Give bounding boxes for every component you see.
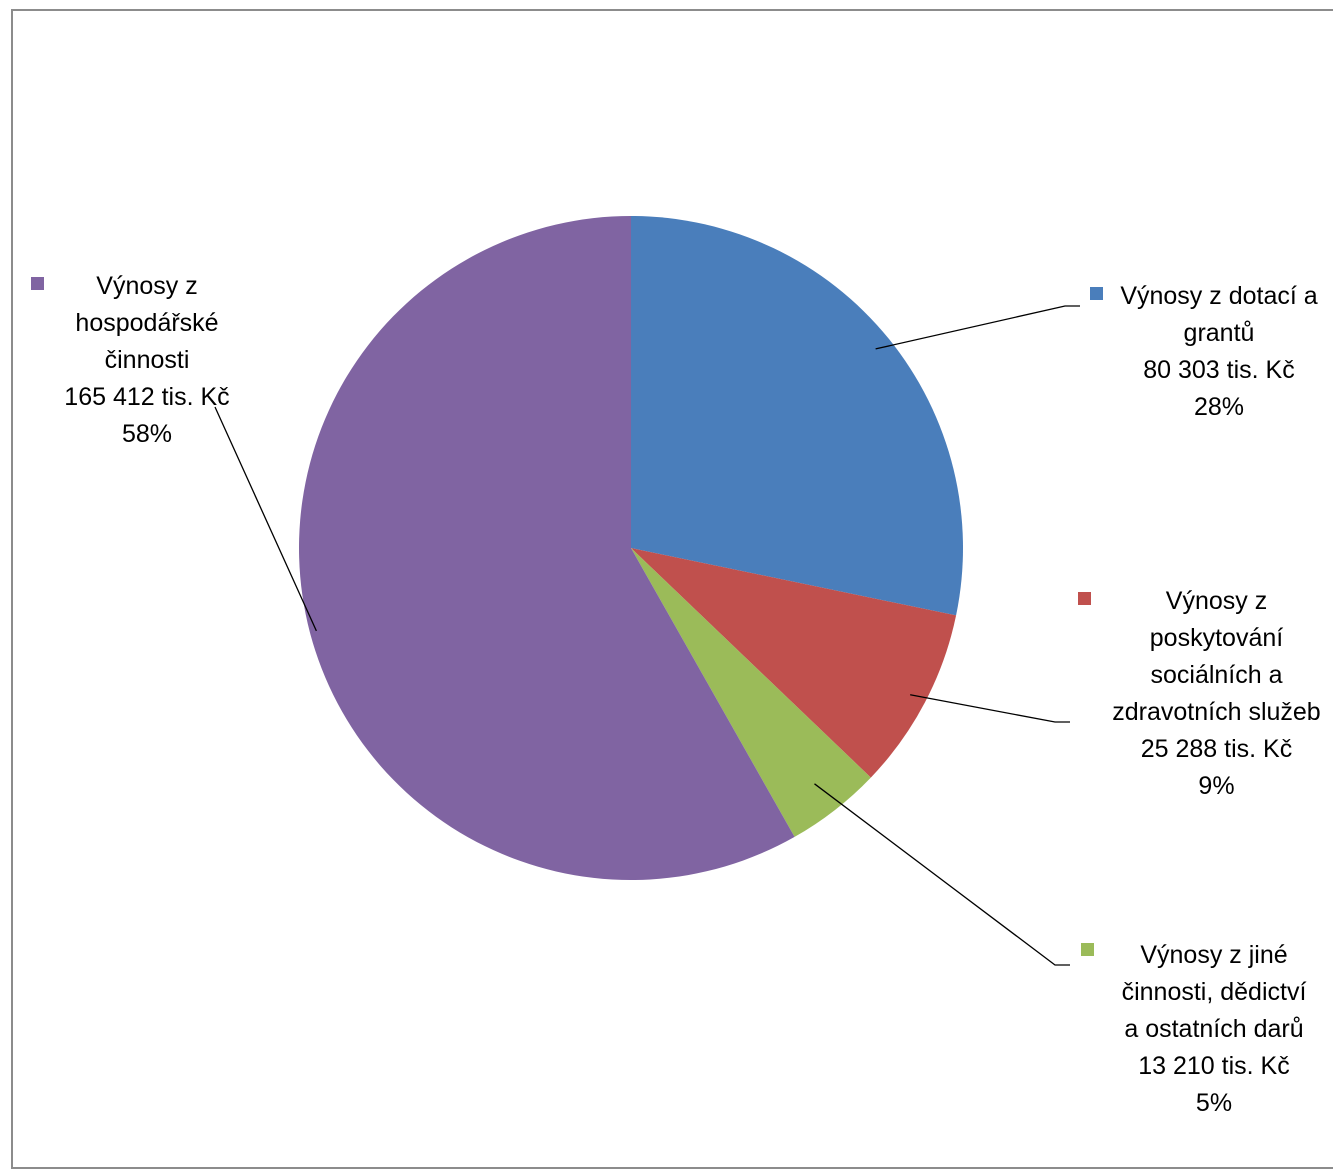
slice-label-sluzby: Výnosy z poskytování sociálních a zdravo… <box>1100 583 1333 805</box>
leader-line-sluzby <box>910 694 1070 723</box>
leader-line-hospodarska <box>214 406 317 632</box>
legend-swatch-hospodarska <box>31 277 44 290</box>
slice-label-hospodarska: Výnosy z hospodářské činnosti 165 412 ti… <box>52 268 242 453</box>
slice-value: 25 288 tis. Kč <box>1140 735 1293 763</box>
slice-label-line: Výnosy z dotací a <box>1120 282 1318 310</box>
slice-label-line: sociálních a <box>1150 661 1283 689</box>
slice-percent: 58% <box>121 420 173 448</box>
slice-value: 13 210 tis. Kč <box>1138 1052 1290 1080</box>
slice-label-dotace: Výnosy z dotací a grantů 80 303 tis. Kč … <box>1112 278 1326 426</box>
legend-swatch-dotace <box>1090 287 1103 300</box>
slice-percent: 5% <box>1195 1089 1233 1117</box>
slice-label-line: hospodářské <box>75 309 219 337</box>
slice-label-line: a ostatních darů <box>1124 1015 1304 1043</box>
slice-value: 165 412 tis. Kč <box>64 383 230 411</box>
slice-label-line: zdravotních služeb <box>1112 698 1321 726</box>
slice-label-line: poskytování <box>1149 624 1284 652</box>
pie-slice-sluzby <box>631 548 957 778</box>
slice-label-line: Výnosy z <box>1165 587 1268 615</box>
legend-swatch-sluzby <box>1078 592 1091 605</box>
slice-label-line: činnosti, dědictví <box>1121 978 1307 1006</box>
leader-line-dotace <box>875 305 1080 350</box>
leader-line-jine <box>814 783 1070 966</box>
pie-slice-hospodarska <box>298 215 795 880</box>
pie-slices <box>298 215 963 880</box>
leader-lines <box>214 305 1080 966</box>
slice-percent: 9% <box>1198 772 1235 800</box>
slice-label-line: grantů <box>1183 319 1255 347</box>
slice-label-line: Výnosy z <box>96 272 198 300</box>
slice-label-line: činnosti <box>104 346 190 374</box>
slice-percent: 28% <box>1193 393 1245 421</box>
pie-slice-jine <box>631 548 871 837</box>
legend-swatch-jine <box>1081 943 1094 956</box>
slice-label-line: Výnosy z jiné <box>1140 941 1288 969</box>
slice-value: 80 303 tis. Kč <box>1143 356 1295 384</box>
pie-slice-dotace <box>631 216 963 616</box>
slice-label-jine: Výnosy z jiné činnosti, dědictví a ostat… <box>1102 937 1326 1122</box>
